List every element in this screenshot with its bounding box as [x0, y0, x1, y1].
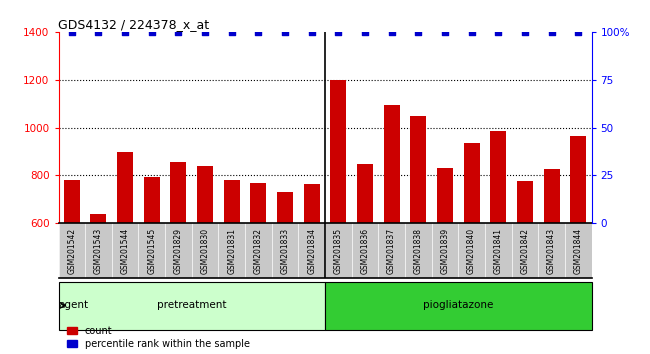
Text: piogliatazone: piogliatazone [423, 301, 493, 310]
Text: GSM201843: GSM201843 [547, 228, 556, 274]
Point [227, 29, 237, 35]
Point [333, 29, 343, 35]
Point [173, 29, 184, 35]
Bar [224, 180, 240, 223]
Point [547, 29, 557, 35]
Point [120, 29, 130, 35]
Text: GSM201837: GSM201837 [387, 228, 396, 274]
Bar [384, 105, 400, 223]
Text: GSM201839: GSM201839 [441, 228, 449, 274]
Text: GSM201844: GSM201844 [574, 228, 582, 274]
Bar [517, 182, 533, 223]
Text: GSM201833: GSM201833 [281, 228, 289, 274]
Point [280, 29, 291, 35]
Bar [170, 162, 187, 223]
Point [94, 29, 104, 35]
Text: pretreatment: pretreatment [157, 301, 226, 310]
FancyBboxPatch shape [58, 282, 325, 330]
Bar [463, 143, 480, 223]
Text: GSM201838: GSM201838 [414, 228, 422, 274]
Bar [90, 214, 107, 223]
Point [467, 29, 477, 35]
Point [307, 29, 317, 35]
Bar [330, 80, 346, 223]
Text: GSM201840: GSM201840 [467, 228, 476, 274]
Bar [250, 183, 266, 223]
Text: GSM201832: GSM201832 [254, 228, 263, 274]
Bar [490, 131, 506, 223]
Point [413, 29, 424, 35]
Bar [304, 184, 320, 223]
Text: GDS4132 / 224378_x_at: GDS4132 / 224378_x_at [58, 18, 209, 31]
Text: GSM201542: GSM201542 [68, 228, 76, 274]
Point [254, 29, 264, 35]
Point [493, 29, 504, 35]
Point [147, 29, 157, 35]
Text: GSM201545: GSM201545 [148, 228, 156, 274]
Bar [357, 164, 373, 223]
Text: GSM201829: GSM201829 [174, 228, 183, 274]
Point [386, 29, 396, 35]
FancyBboxPatch shape [325, 282, 592, 330]
Bar [144, 177, 160, 223]
Text: GSM201543: GSM201543 [94, 228, 103, 274]
Text: GSM201836: GSM201836 [361, 228, 369, 274]
Bar [410, 116, 426, 223]
Bar [64, 180, 80, 223]
Legend: count, percentile rank within the sample: count, percentile rank within the sample [63, 322, 254, 353]
Text: agent: agent [58, 301, 89, 310]
Point [520, 29, 530, 35]
Bar [117, 152, 133, 223]
Bar [570, 136, 586, 223]
Text: GSM201831: GSM201831 [227, 228, 236, 274]
Point [360, 29, 370, 35]
Text: GSM201544: GSM201544 [121, 228, 129, 274]
Bar [197, 166, 213, 223]
Point [67, 29, 77, 35]
Bar [437, 168, 453, 223]
Text: GSM201835: GSM201835 [334, 228, 343, 274]
Text: GSM201830: GSM201830 [201, 228, 209, 274]
Point [200, 29, 211, 35]
Bar [543, 170, 560, 223]
Text: GSM201834: GSM201834 [307, 228, 316, 274]
Point [573, 29, 584, 35]
Bar [277, 192, 293, 223]
Text: GSM201842: GSM201842 [521, 228, 529, 274]
Point [439, 29, 450, 35]
Text: GSM201841: GSM201841 [494, 228, 502, 274]
